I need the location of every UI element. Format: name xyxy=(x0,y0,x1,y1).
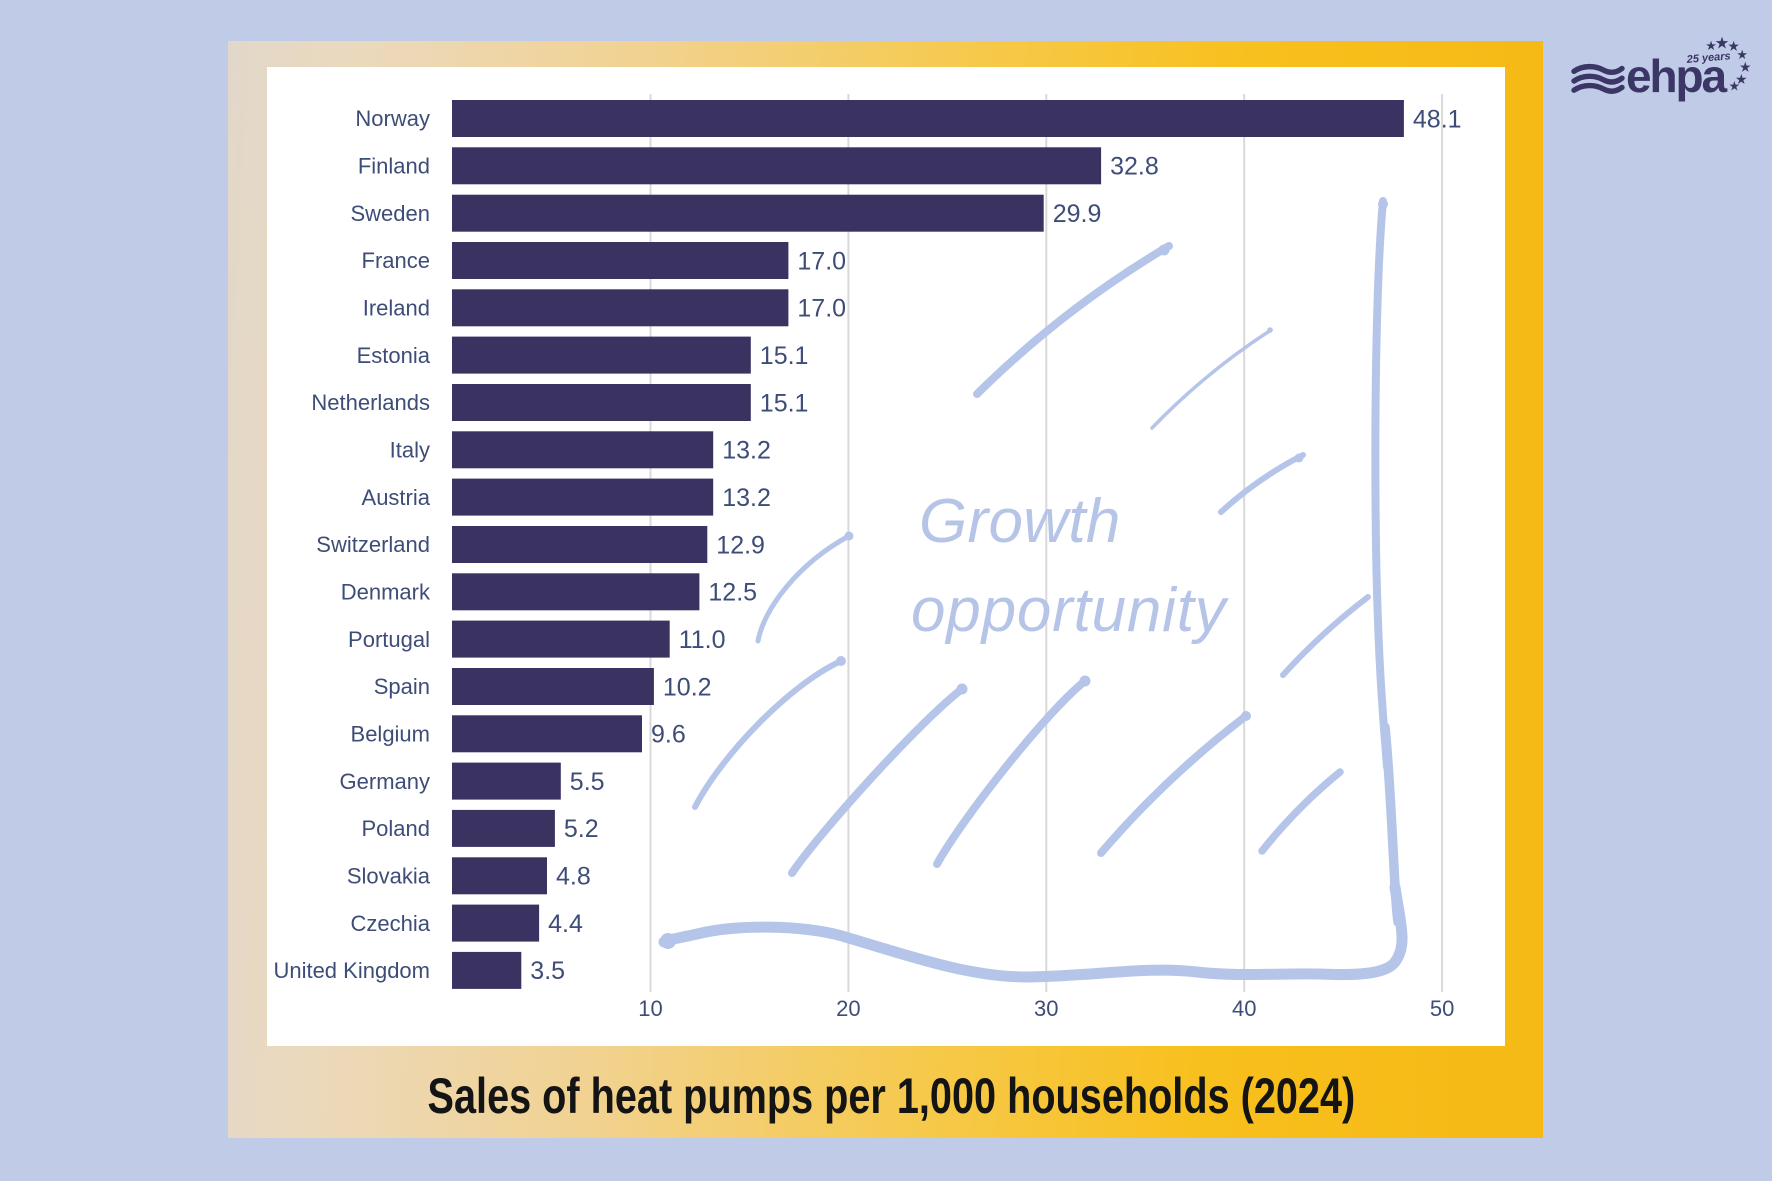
svg-text:Finland: Finland xyxy=(358,154,430,179)
svg-text:50: 50 xyxy=(1430,996,1454,1021)
svg-text:10: 10 xyxy=(638,996,662,1021)
svg-text:17.0: 17.0 xyxy=(797,247,846,275)
svg-text:Slovakia: Slovakia xyxy=(347,864,431,889)
svg-text:4.8: 4.8 xyxy=(556,863,591,891)
svg-text:Ireland: Ireland xyxy=(363,296,430,321)
svg-text:Sweden: Sweden xyxy=(350,201,430,226)
svg-text:12.9: 12.9 xyxy=(716,531,765,559)
svg-text:15.1: 15.1 xyxy=(760,389,809,417)
svg-text:Denmark: Denmark xyxy=(341,580,431,605)
svg-text:11.0: 11.0 xyxy=(679,626,726,654)
svg-text:17.0: 17.0 xyxy=(797,295,846,323)
svg-text:20: 20 xyxy=(836,996,860,1021)
svg-text:Switzerland: Switzerland xyxy=(316,532,430,557)
svg-text:Poland: Poland xyxy=(361,816,430,841)
svg-text:Italy: Italy xyxy=(390,438,430,463)
svg-text:5.2: 5.2 xyxy=(564,815,599,843)
svg-text:United Kingdom: United Kingdom xyxy=(273,958,430,983)
svg-text:Austria: Austria xyxy=(362,485,431,510)
svg-text:Spain: Spain xyxy=(374,674,430,699)
svg-text:3.5: 3.5 xyxy=(530,957,565,985)
svg-text:Germany: Germany xyxy=(340,769,430,794)
svg-text:Portugal: Portugal xyxy=(348,627,430,652)
svg-text:15.1: 15.1 xyxy=(760,342,809,370)
svg-text:25 years: 25 years xyxy=(1685,50,1731,66)
svg-text:30: 30 xyxy=(1034,996,1058,1021)
svg-text:ehpa: ehpa xyxy=(1626,50,1727,102)
svg-text:29.9: 29.9 xyxy=(1053,200,1102,228)
svg-text:Norway: Norway xyxy=(355,106,430,131)
svg-text:Estonia: Estonia xyxy=(357,343,431,368)
svg-text:4.4: 4.4 xyxy=(548,910,583,938)
svg-text:Growth: Growth xyxy=(919,487,1121,556)
svg-text:48.1: 48.1 xyxy=(1413,105,1462,133)
svg-text:40: 40 xyxy=(1232,996,1256,1021)
svg-text:France: France xyxy=(362,248,430,273)
svg-text:Netherlands: Netherlands xyxy=(311,390,430,415)
svg-text:5.5: 5.5 xyxy=(570,768,605,796)
svg-text:9.6: 9.6 xyxy=(651,721,686,749)
svg-text:Czechia: Czechia xyxy=(351,911,431,936)
svg-text:13.2: 13.2 xyxy=(722,437,771,465)
svg-text:10.2: 10.2 xyxy=(663,673,712,701)
svg-text:Belgium: Belgium xyxy=(351,722,430,747)
svg-text:32.8: 32.8 xyxy=(1110,153,1159,181)
svg-text:13.2: 13.2 xyxy=(722,484,771,512)
svg-text:opportunity: opportunity xyxy=(911,576,1230,645)
svg-text:12.5: 12.5 xyxy=(708,579,757,607)
